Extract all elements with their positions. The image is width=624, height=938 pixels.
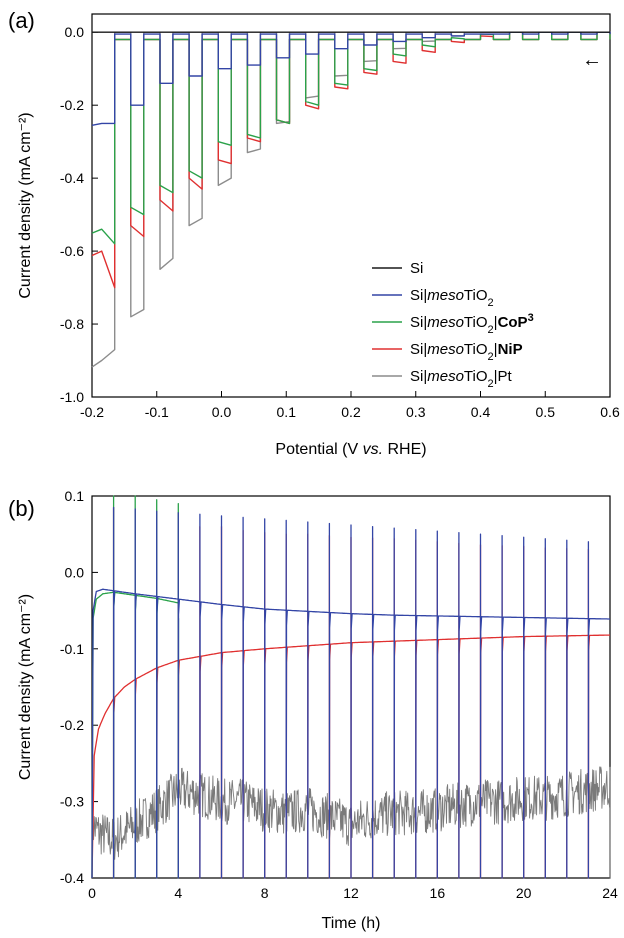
chart-b-y-tick-label: -0.1 [60, 641, 84, 657]
chart-b-y-axis-title: Current density (mA cm⁻²) [17, 594, 34, 780]
chart-b-x-tick-label: 0 [88, 885, 96, 901]
chart-a-x-tick-label: 0.6 [600, 404, 620, 420]
chart-a-x-tick-label: 0.0 [212, 404, 232, 420]
chart-a-y-tick-label: -0.8 [60, 316, 84, 332]
chart-a-x-tick-label: 0.3 [406, 404, 426, 420]
chart-a-legend: Si Si|mesoTiO2 Si|mesoTiO2|CoP3 Si|mesoTiO2… [372, 260, 534, 390]
chart-a-legend-label: Si [410, 260, 423, 277]
chart-b-y-tick-label: -0.3 [60, 794, 84, 810]
chart-b: 0 4 8 12 16 20 24 0.1 0.0 -0.1 -0.2 -0.3 -0.4 Current… [17, 488, 618, 932]
chart-b-y-tick-label: -0.4 [60, 870, 84, 886]
chart-a-x-tick-label: -0.2 [80, 404, 104, 420]
chart-b-x-tick-label: 24 [602, 885, 618, 901]
panel-b-label: (b) [8, 496, 35, 521]
chart-a-plot-frame [91, 13, 611, 398]
chart-a: -0.2 -0.1 0.0 0.1 0.2 0.3 0.4 0.5 0.6 0.0 -0.2 -0.4… [17, 13, 620, 458]
chart-a-series-3 [91, 31, 611, 289]
chart-a-x-tick-label: -0.1 [145, 404, 169, 420]
chart-a-y-tick-label: -0.6 [60, 243, 84, 259]
chart-b-y-tick-label: 0.1 [65, 488, 85, 504]
chart-a-x-axis-title: Potential (V vs. RHE) [275, 441, 426, 458]
scan-direction-arrow: ← [582, 49, 602, 71]
chart-b-y-tick-label: 0.0 [65, 564, 85, 580]
panel-a-label: (a) [8, 8, 35, 33]
chart-a-legend-label: Si|mesoTiO2|Pt [410, 368, 513, 390]
chart-a-x-tick-label: 0.2 [341, 404, 361, 420]
chart-a-y-tick-label: -0.4 [60, 170, 84, 186]
chart-a-legend-label: Si|mesoTiO2|NiP [410, 341, 523, 363]
chart-a-series-1 [91, 31, 611, 126]
chart-a-x-tick-label: 0.1 [277, 404, 297, 420]
chart-b-y-tick-label: -0.2 [60, 717, 84, 733]
chart-b-x-tick-label: 8 [261, 885, 269, 901]
chart-a-series-2 [91, 31, 611, 245]
chart-a-y-axis-title: Current density (mA cm⁻²) [17, 112, 34, 298]
chart-a-legend-label: Si|mesoTiO2 [410, 287, 494, 309]
chart-a-y-tick-label: 0.0 [65, 24, 85, 40]
chart-a-y-tick-label: -0.2 [60, 97, 84, 113]
chart-b-x-tick-label: 20 [516, 885, 532, 901]
chart-a-x-tick-label: 0.5 [536, 404, 556, 420]
chart-b-x-tick-label: 4 [174, 885, 182, 901]
chart-a-x-tick-label: 0.4 [471, 404, 491, 420]
chart-a-y-tick-label: -1.0 [60, 389, 84, 405]
chart-b-x-tick-label: 12 [343, 885, 359, 901]
chart-a-legend-label: Si|mesoTiO2|CoP3 [410, 312, 534, 336]
chart-b-series-0 [91, 506, 610, 879]
chart-b-x-tick-label: 16 [430, 885, 446, 901]
chart-b-x-axis-title: Time (h) [322, 915, 381, 932]
